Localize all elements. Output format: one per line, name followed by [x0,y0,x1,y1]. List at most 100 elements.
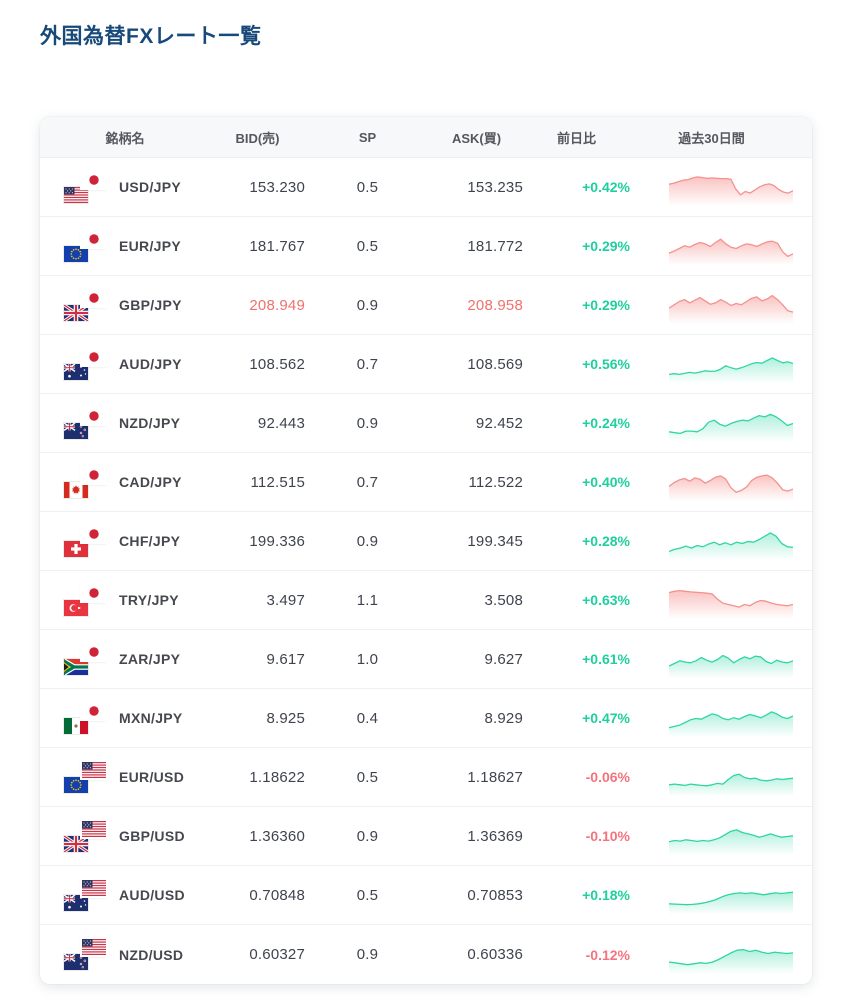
currency-flag-pair [64,466,106,498]
flag-jp-icon [82,702,106,719]
pair-cell: USD/JPY [40,171,210,203]
table-row-cad-jpy[interactable]: CAD/JPY 112.515 0.7 112.522 +0.40% [40,453,812,512]
pair-cell: NZD/USD [40,939,210,970]
bid-price: 199.336 [249,532,305,550]
daily-change: +0.63% [582,592,630,608]
sparkline-svg [668,589,794,620]
daily-change: +0.29% [582,238,630,254]
ask-price: 108.569 [467,355,523,373]
pair-cell: CAD/JPY [40,466,210,498]
daily-change: +0.28% [582,533,630,549]
currency-flag-pair [64,761,106,793]
sparkline-chart [668,639,794,679]
flag-gb-icon [64,304,88,321]
pair-name: GBP/USD [119,828,185,844]
table-header-row: 銘柄名 BID(売) SP ASK(買) 前日比 過去30日間 [40,117,812,158]
pair-name: NZD/JPY [119,415,181,431]
spread-value: 0.5 [356,768,379,786]
ask-price: 181.772 [467,237,523,255]
pair-name: CHF/JPY [119,533,181,549]
currency-flag-pair [64,525,106,557]
table-row-gbp-usd[interactable]: GBP/USD 1.36360 0.9 1.36369 -0.10% [40,807,812,866]
bid-price: 181.767 [249,237,305,255]
spread-value: 0.7 [356,355,379,373]
fx-rates-table: 銘柄名 BID(売) SP ASK(買) 前日比 過去30日間 USD/JPY … [40,117,812,984]
ask-price: 8.929 [484,709,523,727]
table-row-aud-jpy[interactable]: AUD/JPY 108.562 0.7 108.569 +0.56% [40,335,812,394]
flag-us-icon [82,820,106,837]
table-row-aud-usd[interactable]: AUD/USD 0.70848 0.5 0.70853 +0.18% [40,866,812,925]
sparkline-chart [668,285,794,325]
sparkline-chart [668,521,794,561]
flag-au-icon [64,894,88,911]
ask-price: 92.452 [475,414,523,432]
table-row-eur-usd[interactable]: EUR/USD 1.18622 0.5 1.18627 -0.06% [40,748,812,807]
flag-jp-icon [82,643,106,660]
pair-cell: MXN/JPY [40,702,210,734]
fx-table-body: USD/JPY 153.230 0.5 153.235 +0.42% EUR/J… [40,158,812,984]
sparkline-chart [668,580,794,620]
bid-price: 0.60327 [249,946,305,963]
pair-cell: ZAR/JPY [40,643,210,675]
pair-cell: TRY/JPY [40,584,210,616]
currency-flag-pair [64,230,106,262]
table-row-try-jpy[interactable]: TRY/JPY 3.497 1.1 3.508 +0.63% [40,571,812,630]
ask-price: 112.522 [468,473,523,491]
sparkline-cell [630,285,812,325]
pair-name: AUD/JPY [119,356,182,372]
bid-price: 153.230 [249,178,305,196]
table-row-mxn-jpy[interactable]: MXN/JPY 8.925 0.4 8.929 +0.47% [40,689,812,748]
sparkline-cell [630,403,812,443]
flag-jp-icon [82,407,106,424]
sparkline-cell [630,226,812,266]
sparkline-cell [630,757,812,797]
daily-change: +0.29% [582,297,630,313]
sparkline-svg [668,773,794,797]
flag-us-icon [64,186,88,203]
table-row-eur-jpy[interactable]: EUR/JPY 181.767 0.5 181.772 +0.29% [40,217,812,276]
sparkline-svg [668,829,794,856]
ask-price: 199.345 [467,532,523,550]
currency-flag-pair [64,939,106,970]
sparkline-chart [668,403,794,443]
table-row-gbp-jpy[interactable]: GBP/JPY 208.949 0.9 208.958 +0.29% [40,276,812,335]
pair-cell: EUR/JPY [40,230,210,262]
sparkline-chart [668,816,794,856]
spread-value: 0.5 [356,886,379,904]
ask-price: 0.60336 [467,946,523,963]
table-row-zar-jpy[interactable]: ZAR/JPY 9.617 1.0 9.627 +0.61% [40,630,812,689]
sparkline-svg [668,891,794,915]
ask-price: 1.36369 [467,827,523,845]
spread-value: 0.7 [356,473,379,491]
sparkline-cell [630,462,812,502]
ask-price: 153.235 [467,178,523,196]
bid-price: 0.70848 [249,886,305,904]
flag-ch-icon [64,540,88,557]
flag-au-icon [64,363,88,380]
flag-us-icon [82,761,106,778]
table-row-usd-jpy[interactable]: USD/JPY 153.230 0.5 153.235 +0.42% [40,158,812,217]
table-row-chf-jpy[interactable]: CHF/JPY 199.336 0.9 199.345 +0.28% [40,512,812,571]
sparkline-svg [668,474,794,502]
pair-cell: CHF/JPY [40,525,210,557]
pair-name: ZAR/JPY [119,651,181,667]
sparkline-cell [630,521,812,561]
spread-value: 0.9 [356,532,379,550]
sparkline-svg [668,176,794,207]
table-row-nzd-usd[interactable]: NZD/USD 0.60327 0.9 0.60336 -0.12% [40,925,812,984]
sparkline-chart [668,698,794,738]
flag-jp-icon [82,348,106,365]
currency-flag-pair [64,171,106,203]
bid-price: 8.925 [266,709,305,727]
daily-change: -0.06% [585,769,630,785]
sparkline-chart [668,757,794,797]
flag-gb-icon [64,835,88,852]
bid-price: 3.497 [266,591,305,609]
sparkline-chart [668,226,794,266]
ask-price: 3.508 [484,591,523,609]
ask-price: 1.18627 [467,768,523,786]
flag-ca-icon [64,481,88,498]
flag-us-icon [82,879,106,896]
bid-price: 208.949 [249,296,305,314]
table-row-nzd-jpy[interactable]: NZD/JPY 92.443 0.9 92.452 +0.24% [40,394,812,453]
